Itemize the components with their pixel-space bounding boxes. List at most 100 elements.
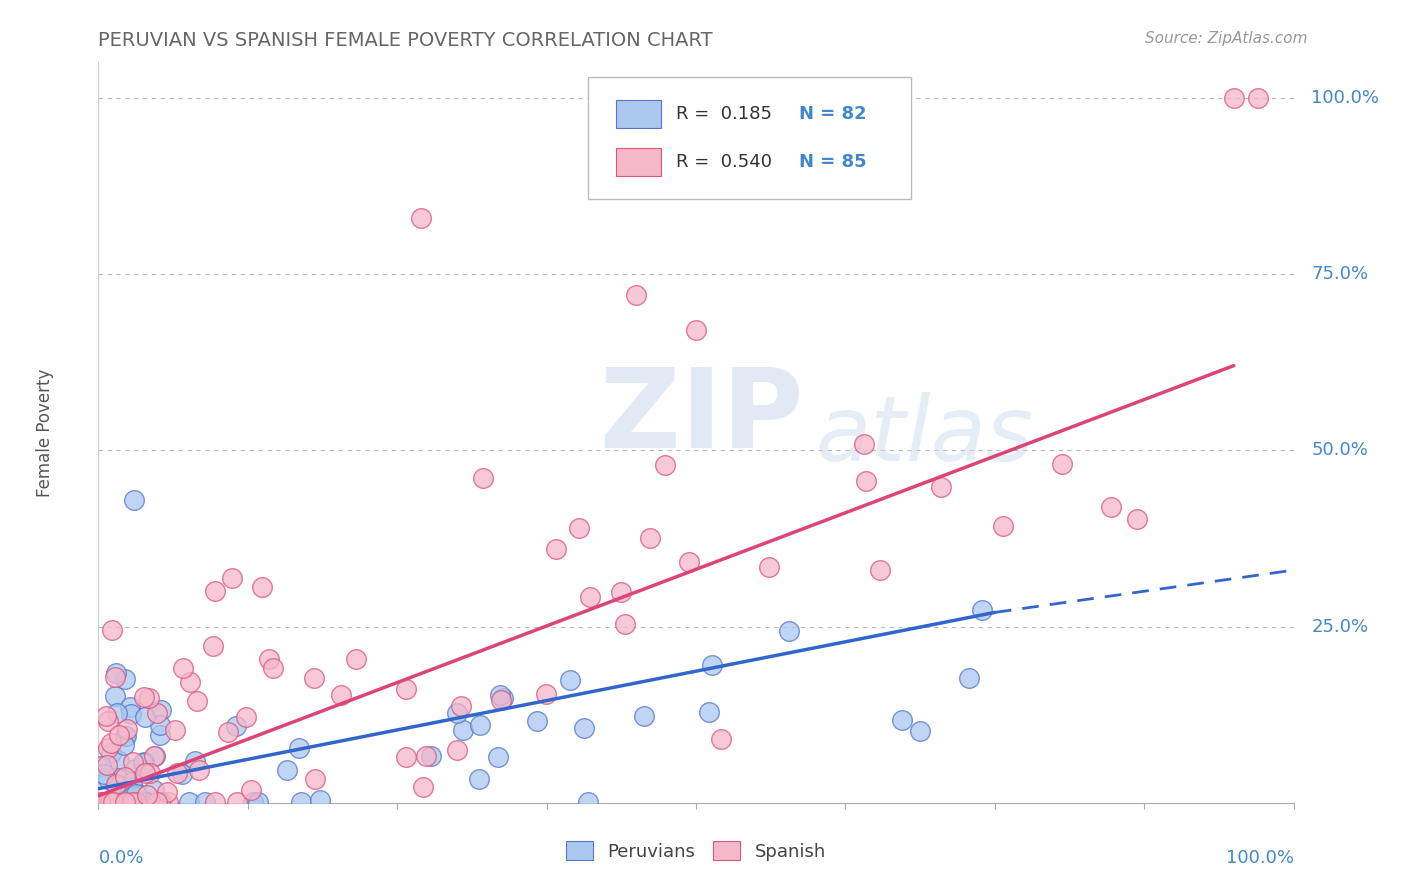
- Text: atlas: atlas: [815, 392, 1033, 480]
- Point: [112, 738, 135, 752]
- Point: [120, 707, 142, 722]
- Point: [145, 749, 167, 764]
- Point: [112, 795, 135, 809]
- Point: [242, 795, 264, 809]
- Point: [100, 795, 122, 809]
- Point: [131, 756, 153, 770]
- Point: [105, 771, 128, 785]
- Point: [929, 480, 952, 494]
- Point: [194, 795, 217, 809]
- Point: [97, 741, 120, 756]
- Point: [89, 795, 111, 809]
- Point: [124, 795, 146, 809]
- Point: [100, 736, 122, 750]
- Point: [98, 795, 121, 809]
- Point: [104, 795, 127, 809]
- Point: [101, 795, 124, 809]
- Point: [486, 750, 509, 764]
- Point: [93, 767, 115, 781]
- Point: [118, 784, 141, 798]
- Point: [114, 795, 136, 809]
- Point: [93, 795, 115, 809]
- Point: [124, 492, 146, 507]
- Point: [991, 519, 1014, 533]
- Point: [125, 795, 148, 809]
- Point: [468, 772, 491, 786]
- Point: [177, 795, 200, 809]
- Point: [111, 795, 134, 809]
- Point: [1126, 512, 1149, 526]
- Point: [138, 765, 160, 780]
- Point: [172, 766, 194, 780]
- Point: [415, 748, 437, 763]
- Point: [97, 714, 120, 728]
- Point: [855, 474, 877, 488]
- Point: [105, 706, 128, 720]
- Point: [451, 723, 474, 738]
- Point: [115, 795, 138, 809]
- Point: [103, 689, 125, 703]
- Point: [534, 687, 557, 701]
- Point: [104, 777, 127, 791]
- Point: [107, 754, 129, 768]
- Point: [152, 795, 174, 809]
- Point: [124, 762, 146, 776]
- Point: [97, 795, 120, 809]
- Point: [179, 675, 201, 690]
- Point: [685, 323, 707, 337]
- Point: [572, 722, 595, 736]
- Point: [156, 795, 179, 809]
- Point: [148, 795, 170, 809]
- Point: [678, 555, 700, 569]
- Point: [489, 688, 512, 702]
- Point: [450, 698, 472, 713]
- Point: [308, 793, 330, 807]
- Point: [108, 795, 131, 809]
- Point: [201, 640, 224, 654]
- Point: [471, 471, 494, 485]
- Text: N = 82: N = 82: [799, 105, 866, 123]
- Point: [156, 785, 179, 799]
- Point: [446, 706, 468, 721]
- Text: 50.0%: 50.0%: [1312, 442, 1368, 459]
- Point: [142, 748, 165, 763]
- Point: [122, 789, 145, 804]
- Point: [470, 718, 492, 732]
- Text: R =  0.185: R = 0.185: [676, 105, 772, 123]
- Point: [104, 666, 127, 681]
- Point: [891, 714, 914, 728]
- Point: [579, 590, 602, 604]
- Point: [149, 703, 172, 717]
- Point: [420, 748, 443, 763]
- Point: [97, 795, 120, 809]
- Point: [290, 795, 312, 809]
- Point: [568, 521, 591, 535]
- Point: [225, 719, 247, 733]
- Point: [107, 795, 129, 809]
- Text: N = 85: N = 85: [799, 153, 866, 171]
- Bar: [616, 100, 661, 128]
- Point: [117, 722, 139, 736]
- Point: [640, 531, 662, 545]
- Point: [91, 795, 114, 809]
- Point: [104, 670, 127, 684]
- Point: [125, 786, 148, 800]
- Point: [132, 795, 155, 809]
- Point: [395, 749, 418, 764]
- Point: [125, 787, 148, 801]
- Point: [970, 603, 993, 617]
- Point: [699, 705, 721, 719]
- Point: [101, 795, 124, 809]
- Point: [90, 758, 112, 772]
- Point: [121, 795, 143, 809]
- Point: [98, 795, 121, 809]
- Point: [288, 741, 311, 756]
- Point: [394, 681, 416, 696]
- Point: [853, 436, 876, 450]
- Text: 75.0%: 75.0%: [1312, 265, 1368, 283]
- Point: [142, 783, 165, 797]
- Point: [134, 710, 156, 724]
- Point: [134, 766, 156, 780]
- Point: [235, 709, 257, 723]
- Text: 100.0%: 100.0%: [1312, 88, 1379, 107]
